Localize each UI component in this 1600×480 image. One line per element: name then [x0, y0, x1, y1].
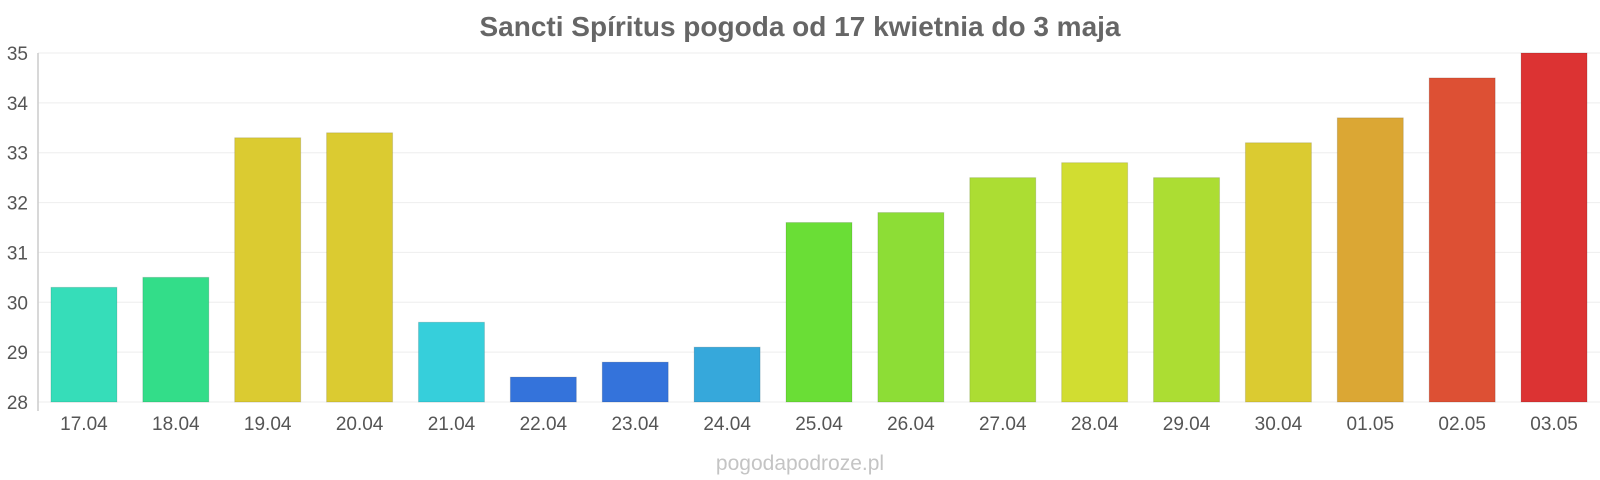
bar [969, 177, 1037, 403]
y-tick-label: 35 [7, 44, 28, 65]
y-tick-label: 28 [7, 393, 28, 414]
bar [1244, 142, 1312, 403]
bar [877, 212, 945, 403]
bar [509, 376, 577, 403]
x-tick-label: 18.04 [152, 414, 200, 435]
x-tick-label: 20.04 [336, 414, 384, 435]
bar [234, 137, 302, 403]
bar [50, 286, 118, 403]
bar [1153, 177, 1221, 403]
chart-title: Sancti Spíritus pogoda od 17 kwietnia do… [479, 11, 1120, 42]
x-tick-label: 01.05 [1347, 414, 1395, 435]
x-tick-label: 24.04 [703, 414, 751, 435]
y-tick-label: 30 [7, 293, 28, 314]
bar [601, 361, 669, 403]
bar [417, 321, 485, 403]
x-tick-label: 22.04 [520, 414, 568, 435]
bar [1520, 52, 1588, 403]
bars [50, 52, 1588, 403]
x-tick-label: 26.04 [887, 414, 935, 435]
x-tick-label: 19.04 [244, 414, 292, 435]
x-tick-label: 17.04 [60, 414, 108, 435]
x-tick-label: 23.04 [611, 414, 659, 435]
x-tick-label: 21.04 [428, 414, 476, 435]
watermark: pogodapodroze.pl [716, 452, 884, 475]
y-tick-labels: 28 29 30 31 32 33 34 35 [7, 44, 29, 414]
y-tick-label: 31 [7, 243, 28, 264]
bar [1336, 117, 1404, 403]
y-tick-label: 32 [7, 194, 28, 215]
x-tick-label: 02.05 [1438, 414, 1486, 435]
bar [1428, 77, 1496, 403]
x-tick-label: 25.04 [795, 414, 843, 435]
y-tick-label: 29 [7, 343, 28, 364]
x-tick-label: 27.04 [979, 414, 1027, 435]
x-tick-label: 03.05 [1530, 414, 1578, 435]
bar [326, 132, 394, 403]
x-tick-labels: 17.04 18.04 19.04 20.04 21.04 22.04 23.04 24.04… [60, 414, 1578, 435]
bar [693, 346, 761, 403]
bar [1061, 162, 1129, 403]
bar [142, 276, 210, 403]
bar [785, 222, 853, 403]
x-tick-label: 28.04 [1071, 414, 1119, 435]
x-tick-label: 29.04 [1163, 414, 1211, 435]
y-tick-label: 34 [7, 94, 29, 115]
x-tick-label: 30.04 [1255, 414, 1303, 435]
y-tick-label: 33 [7, 144, 28, 165]
